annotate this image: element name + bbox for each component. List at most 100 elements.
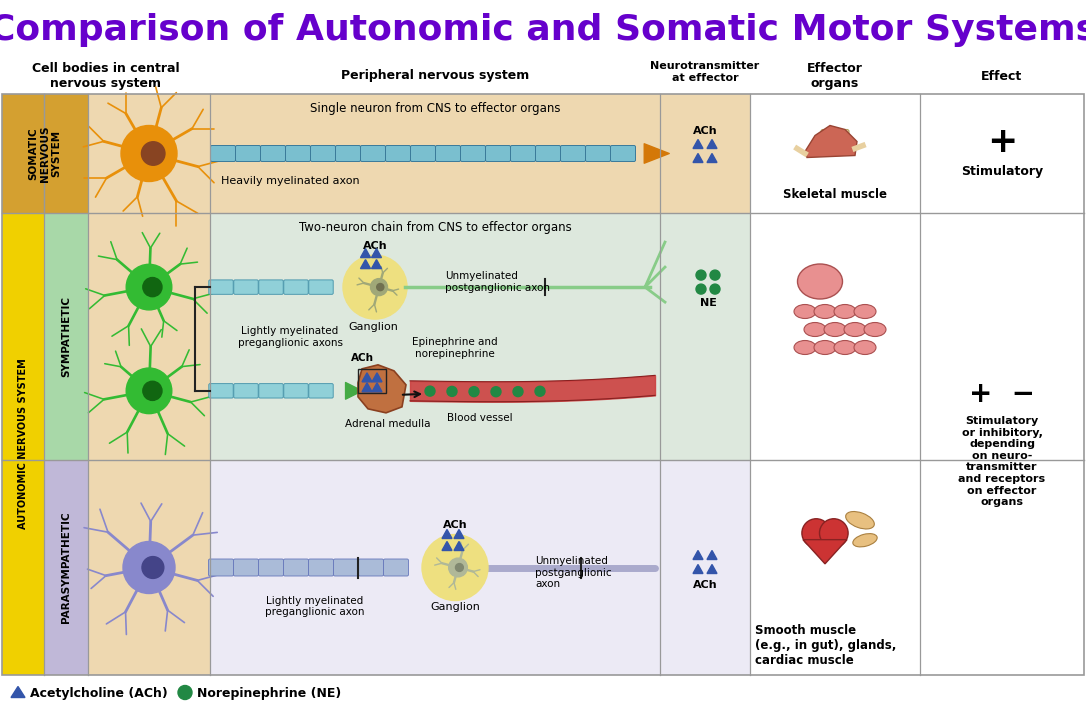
- Circle shape: [491, 386, 501, 397]
- FancyBboxPatch shape: [236, 146, 261, 161]
- Bar: [210, 460, 750, 675]
- FancyBboxPatch shape: [311, 146, 336, 161]
- Polygon shape: [362, 383, 372, 392]
- Ellipse shape: [824, 322, 846, 337]
- Circle shape: [370, 279, 388, 296]
- Circle shape: [449, 558, 467, 577]
- Bar: [45, 460, 88, 675]
- Text: Blood vessel: Blood vessel: [447, 413, 513, 423]
- FancyBboxPatch shape: [358, 559, 383, 576]
- Text: AUTONOMIC NERVOUS SYSTEM: AUTONOMIC NERVOUS SYSTEM: [18, 358, 28, 529]
- FancyArrowPatch shape: [345, 279, 363, 296]
- Circle shape: [141, 142, 165, 165]
- Bar: [88, 460, 210, 675]
- Ellipse shape: [864, 322, 886, 337]
- Bar: [750, 213, 1084, 675]
- Text: Adrenal medulla: Adrenal medulla: [345, 419, 431, 429]
- Bar: [45, 213, 88, 460]
- FancyBboxPatch shape: [286, 146, 311, 161]
- Text: Lightly myelinated
preganglionic axons: Lightly myelinated preganglionic axons: [238, 326, 342, 348]
- FancyBboxPatch shape: [535, 146, 560, 161]
- FancyBboxPatch shape: [361, 146, 386, 161]
- FancyBboxPatch shape: [411, 146, 435, 161]
- Circle shape: [343, 255, 407, 319]
- FancyBboxPatch shape: [283, 559, 308, 576]
- Circle shape: [469, 386, 479, 396]
- FancyBboxPatch shape: [460, 146, 485, 161]
- Polygon shape: [803, 540, 847, 564]
- FancyBboxPatch shape: [510, 146, 535, 161]
- Polygon shape: [362, 373, 372, 382]
- Bar: [2, 94, 88, 213]
- Text: Epinephrine and
norepinephrine: Epinephrine and norepinephrine: [413, 337, 497, 359]
- FancyBboxPatch shape: [308, 384, 333, 398]
- Text: Neurotransmitter
at effector: Neurotransmitter at effector: [651, 61, 759, 83]
- Polygon shape: [454, 529, 464, 539]
- Text: Unmyelinated
postganglionic axon: Unmyelinated postganglionic axon: [445, 271, 550, 293]
- Bar: [210, 94, 750, 213]
- Text: +  −: + −: [969, 380, 1035, 408]
- Text: Lightly myelinated
preganglionic axon: Lightly myelinated preganglionic axon: [265, 596, 365, 617]
- Polygon shape: [361, 260, 370, 269]
- FancyBboxPatch shape: [560, 146, 585, 161]
- Circle shape: [142, 557, 164, 579]
- Ellipse shape: [794, 305, 816, 318]
- FancyBboxPatch shape: [209, 559, 233, 576]
- FancyBboxPatch shape: [233, 384, 258, 398]
- Bar: [750, 94, 1084, 213]
- Circle shape: [126, 368, 172, 414]
- Text: ACh: ACh: [363, 241, 388, 251]
- FancyBboxPatch shape: [383, 559, 408, 576]
- Circle shape: [143, 277, 162, 296]
- Circle shape: [801, 519, 831, 547]
- FancyBboxPatch shape: [258, 280, 283, 294]
- FancyArrowPatch shape: [644, 144, 669, 163]
- FancyBboxPatch shape: [308, 559, 333, 576]
- Text: ACh: ACh: [693, 581, 718, 591]
- Text: Effector
organs: Effector organs: [807, 62, 863, 90]
- Ellipse shape: [804, 322, 826, 337]
- Polygon shape: [358, 365, 406, 413]
- Text: Effect: Effect: [982, 70, 1023, 82]
- Circle shape: [377, 284, 383, 291]
- Ellipse shape: [844, 322, 866, 337]
- FancyBboxPatch shape: [821, 130, 849, 139]
- FancyBboxPatch shape: [283, 384, 308, 398]
- Text: Skeletal muscle: Skeletal muscle: [783, 188, 887, 201]
- FancyBboxPatch shape: [308, 280, 333, 294]
- Circle shape: [710, 284, 720, 294]
- FancyBboxPatch shape: [435, 146, 460, 161]
- FancyBboxPatch shape: [211, 146, 236, 161]
- Polygon shape: [361, 249, 370, 258]
- Text: Unmyelinated
postganglionic
axon: Unmyelinated postganglionic axon: [535, 556, 611, 589]
- Text: Two-neuron chain from CNS to effector organs: Two-neuron chain from CNS to effector or…: [299, 221, 571, 234]
- Circle shape: [696, 270, 706, 280]
- Text: Acetylcholine (ACh): Acetylcholine (ACh): [30, 687, 167, 700]
- Text: Smooth muscle
(e.g., in gut), glands,
cardiac muscle: Smooth muscle (e.g., in gut), glands, ca…: [755, 624, 896, 667]
- Ellipse shape: [846, 512, 874, 529]
- Circle shape: [123, 541, 175, 593]
- FancyBboxPatch shape: [336, 146, 361, 161]
- FancyBboxPatch shape: [209, 384, 233, 398]
- Text: ACh: ACh: [693, 127, 718, 137]
- FancyBboxPatch shape: [233, 280, 258, 294]
- Ellipse shape: [834, 341, 856, 355]
- Ellipse shape: [797, 264, 843, 299]
- Polygon shape: [372, 383, 382, 392]
- Ellipse shape: [854, 305, 876, 318]
- Text: SOMATIC
NERVOUS
SYSTEM: SOMATIC NERVOUS SYSTEM: [28, 125, 62, 182]
- Polygon shape: [11, 686, 25, 698]
- Bar: [88, 94, 210, 213]
- Circle shape: [447, 386, 457, 396]
- Circle shape: [121, 125, 177, 182]
- Text: Comparison of Autonomic and Somatic Motor Systems: Comparison of Autonomic and Somatic Moto…: [0, 13, 1086, 47]
- Bar: [2, 94, 1084, 675]
- Text: Cell bodies in central
nervous system: Cell bodies in central nervous system: [33, 62, 180, 90]
- FancyArrowPatch shape: [345, 382, 363, 399]
- Polygon shape: [707, 153, 717, 163]
- FancyBboxPatch shape: [585, 146, 610, 161]
- Ellipse shape: [834, 305, 856, 318]
- Polygon shape: [372, 373, 382, 382]
- Bar: [358, 369, 386, 393]
- Polygon shape: [442, 529, 452, 539]
